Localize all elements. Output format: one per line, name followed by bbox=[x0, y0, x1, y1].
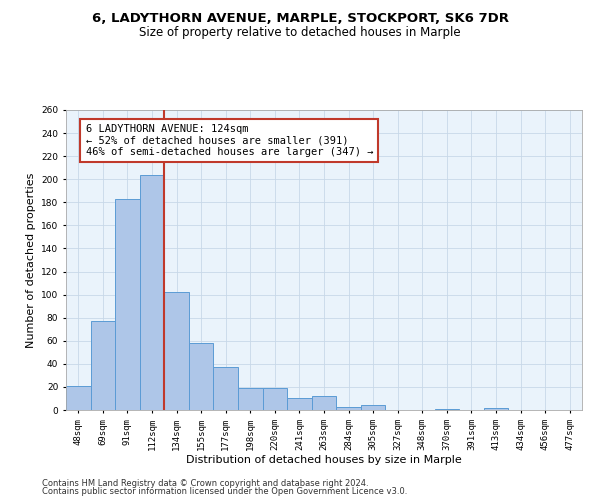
Y-axis label: Number of detached properties: Number of detached properties bbox=[26, 172, 35, 348]
X-axis label: Distribution of detached houses by size in Marple: Distribution of detached houses by size … bbox=[186, 456, 462, 466]
Bar bbox=[484, 408, 508, 410]
Bar bbox=[287, 398, 312, 410]
Bar bbox=[91, 321, 115, 410]
Bar bbox=[361, 406, 385, 410]
Bar bbox=[189, 343, 214, 410]
Bar bbox=[312, 396, 336, 410]
Bar bbox=[238, 388, 263, 410]
Bar bbox=[164, 292, 189, 410]
Bar bbox=[263, 388, 287, 410]
Text: 6 LADYTHORN AVENUE: 124sqm
← 52% of detached houses are smaller (391)
46% of sem: 6 LADYTHORN AVENUE: 124sqm ← 52% of deta… bbox=[86, 124, 373, 157]
Text: Contains HM Land Registry data © Crown copyright and database right 2024.: Contains HM Land Registry data © Crown c… bbox=[42, 478, 368, 488]
Text: Contains public sector information licensed under the Open Government Licence v3: Contains public sector information licen… bbox=[42, 488, 407, 496]
Bar bbox=[140, 174, 164, 410]
Bar bbox=[115, 199, 140, 410]
Bar bbox=[336, 406, 361, 410]
Text: 6, LADYTHORN AVENUE, MARPLE, STOCKPORT, SK6 7DR: 6, LADYTHORN AVENUE, MARPLE, STOCKPORT, … bbox=[91, 12, 509, 26]
Bar bbox=[214, 368, 238, 410]
Bar bbox=[434, 409, 459, 410]
Text: Size of property relative to detached houses in Marple: Size of property relative to detached ho… bbox=[139, 26, 461, 39]
Bar bbox=[66, 386, 91, 410]
